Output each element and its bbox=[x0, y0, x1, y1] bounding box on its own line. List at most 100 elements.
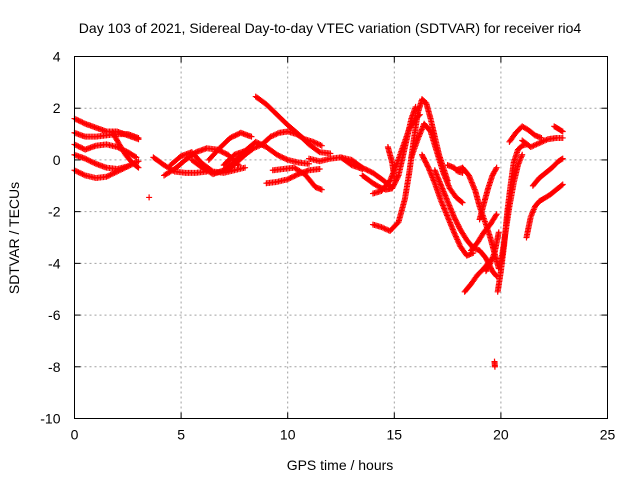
data-point bbox=[558, 127, 565, 134]
data-point bbox=[74, 168, 81, 175]
data-point bbox=[519, 151, 526, 158]
data-point bbox=[123, 164, 130, 171]
data-point bbox=[424, 163, 431, 170]
data-point bbox=[361, 165, 368, 172]
data-point bbox=[391, 175, 398, 182]
data-point bbox=[126, 162, 133, 169]
data-point bbox=[315, 148, 322, 155]
y-tick-label: -2 bbox=[48, 204, 61, 220]
data-point bbox=[559, 134, 566, 141]
data-point bbox=[104, 173, 111, 180]
series-arc-22 bbox=[384, 144, 398, 182]
data-point bbox=[486, 261, 493, 268]
data-point bbox=[79, 145, 86, 152]
data-point bbox=[233, 131, 240, 138]
data-point bbox=[72, 142, 79, 149]
data-point bbox=[107, 171, 114, 178]
data-point bbox=[275, 152, 282, 159]
data-point bbox=[359, 164, 366, 171]
series-arc-25 bbox=[419, 151, 477, 259]
data-point bbox=[364, 167, 371, 174]
y-axis-label: SDTVAR / TECUs bbox=[6, 182, 22, 294]
series-arc-23 bbox=[369, 96, 451, 235]
data-point bbox=[538, 134, 545, 141]
data-point bbox=[75, 117, 82, 124]
data-point bbox=[286, 175, 293, 182]
data-point bbox=[316, 165, 323, 172]
x-tick-label: 15 bbox=[387, 427, 403, 443]
data-point bbox=[103, 173, 110, 180]
data-point bbox=[292, 172, 299, 179]
data-point bbox=[559, 181, 566, 188]
data-point bbox=[112, 169, 119, 176]
data-point bbox=[288, 174, 295, 181]
data-point bbox=[222, 150, 229, 157]
data-point bbox=[248, 133, 255, 140]
data-point bbox=[412, 103, 419, 110]
data-point bbox=[235, 131, 242, 138]
data-point bbox=[88, 158, 95, 165]
data-point bbox=[82, 155, 89, 162]
data-point bbox=[493, 164, 500, 171]
data-point bbox=[79, 171, 86, 178]
x-tick-label: 0 bbox=[71, 427, 79, 443]
series-arc-31 bbox=[476, 164, 500, 223]
data-point bbox=[493, 273, 500, 280]
data-point bbox=[252, 138, 259, 145]
data-point bbox=[491, 363, 498, 370]
data-point bbox=[495, 229, 502, 236]
series-arc-26 bbox=[431, 167, 500, 280]
data-point bbox=[229, 133, 236, 140]
data-point bbox=[78, 170, 85, 177]
data-point bbox=[227, 134, 234, 141]
x-axis-label: GPS time / hours bbox=[287, 457, 394, 473]
y-tick-label: 4 bbox=[53, 49, 61, 65]
data-point bbox=[278, 153, 285, 160]
data-point bbox=[232, 132, 239, 139]
data-point bbox=[124, 163, 131, 170]
data-point bbox=[106, 172, 113, 179]
x-tick-label: 10 bbox=[280, 427, 296, 443]
y-tick-label: -6 bbox=[48, 307, 61, 323]
series-arc-34 bbox=[494, 141, 530, 295]
series-arc-12 bbox=[205, 129, 255, 163]
data-point bbox=[111, 169, 118, 176]
data-point bbox=[135, 158, 142, 165]
data-point bbox=[122, 164, 129, 171]
data-point bbox=[280, 154, 287, 161]
plot-frame bbox=[74, 56, 608, 419]
data-point bbox=[132, 153, 139, 160]
data-point bbox=[84, 156, 91, 163]
chart-title: Day 103 of 2021, Sidereal Day-to-day VTE… bbox=[79, 20, 582, 36]
data-point bbox=[87, 158, 94, 165]
data-point bbox=[318, 142, 325, 149]
data-point bbox=[119, 165, 126, 172]
data-point bbox=[118, 166, 125, 173]
data-point bbox=[75, 143, 82, 150]
data-point bbox=[76, 144, 83, 150]
data-point bbox=[133, 154, 140, 161]
data-point bbox=[75, 169, 82, 176]
series-arc-30 bbox=[468, 211, 500, 254]
series-arc-15 bbox=[252, 93, 334, 157]
data-point bbox=[279, 154, 286, 161]
data-point bbox=[78, 144, 85, 151]
data-point bbox=[76, 169, 83, 176]
data-point bbox=[242, 164, 249, 171]
data-point bbox=[459, 199, 466, 206]
y-tick-label: -10 bbox=[40, 411, 60, 427]
data-point bbox=[282, 155, 289, 162]
data-point bbox=[108, 171, 115, 178]
data-point bbox=[231, 133, 238, 140]
data-point bbox=[363, 166, 370, 173]
y-tick-label: -4 bbox=[48, 255, 61, 271]
y-tick-label: -8 bbox=[48, 359, 61, 375]
series-arc-37 bbox=[519, 134, 566, 150]
data-point bbox=[492, 212, 499, 219]
series-arc-21 bbox=[369, 111, 423, 197]
data-point bbox=[327, 150, 334, 157]
data-point bbox=[367, 168, 374, 175]
data-point bbox=[276, 153, 283, 160]
data-point bbox=[290, 173, 297, 180]
